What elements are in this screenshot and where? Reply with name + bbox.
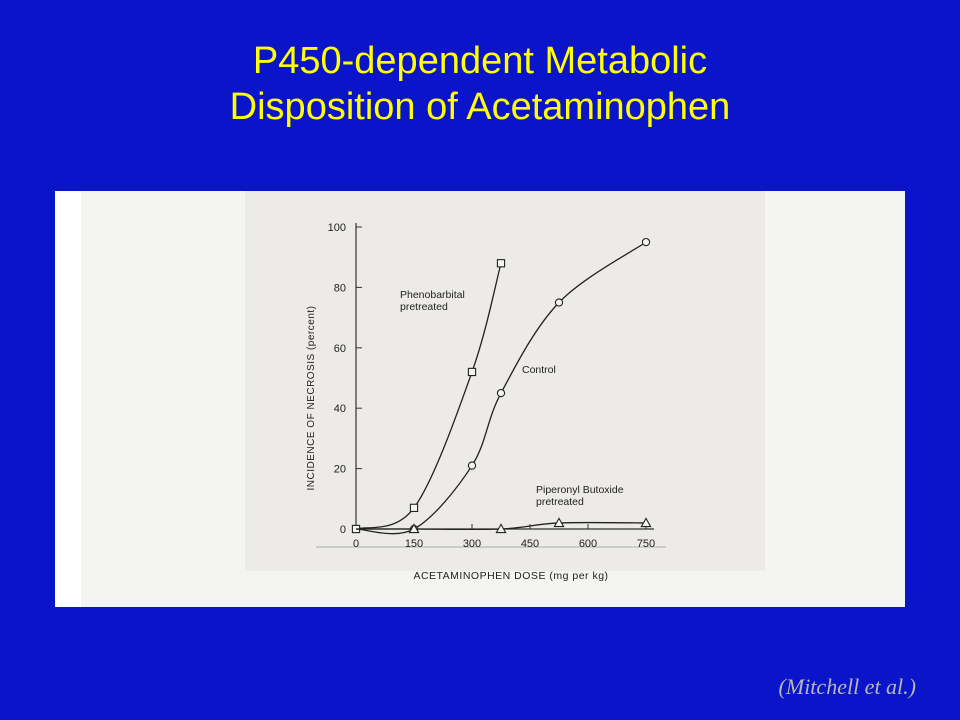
- x-tick-label: 300: [463, 538, 481, 550]
- series-label-line: pretreated: [536, 496, 584, 508]
- series-label-line: Phenobarbital: [400, 289, 465, 301]
- title-line-1: P450-dependent Metabolic: [252, 40, 708, 82]
- data-point-triangle: [408, 523, 420, 534]
- axes: 0 20 40 60 80 100 0 150 300 450 600 750: [316, 222, 666, 550]
- data-point-circle: [467, 461, 477, 470]
- series-layer: [351, 237, 652, 535]
- title-line-2: Disposition of Acetaminophen: [229, 86, 731, 128]
- x-tick-label: 600: [579, 538, 597, 550]
- series-label: Control: [522, 364, 556, 376]
- scan-shading: [245, 191, 765, 571]
- series-piperonyl-butoxide-pretreated: [355, 517, 652, 534]
- x-tick-label: 450: [521, 538, 539, 550]
- scan-edge: [55, 191, 81, 607]
- y-tick-label: 20: [334, 464, 346, 476]
- y-tick-label: 100: [328, 222, 346, 234]
- data-point-circle: [496, 388, 506, 398]
- series-label-line: Piperonyl Butoxide: [536, 484, 624, 496]
- data-point-triangle: [495, 523, 507, 534]
- data-point-triangle: [640, 517, 652, 528]
- x-tick-label: 0: [353, 538, 359, 550]
- label-layer: ACETAMINOPHEN DOSE (mg per kg) INCIDENCE …: [306, 289, 624, 582]
- series-label: Piperonyl Butoxide pretreated: [536, 484, 624, 508]
- y-tick-label: 60: [334, 343, 346, 355]
- series-label: Phenobarbital pretreated: [400, 289, 465, 313]
- x-tick-label: 750: [637, 538, 655, 550]
- series-label-line: pretreated: [400, 301, 448, 313]
- citation: (Mitchell et al.): [778, 674, 916, 699]
- y-axis-label: INCIDENCE OF NECROSIS (percent): [306, 306, 317, 491]
- data-point-square: [467, 367, 477, 377]
- series-label-line: Control: [522, 364, 556, 376]
- figure-panel: 0 20 40 60 80 100 0 150 300 450 600 750 ACETAMINOPH…: [55, 191, 905, 607]
- data-point-circle: [641, 237, 651, 247]
- data-point-triangle: [553, 517, 565, 528]
- x-axis-label: ACETAMINOPHEN DOSE (mg per kg): [413, 570, 608, 582]
- y-tick-label: 40: [334, 403, 346, 415]
- data-point-square: [496, 259, 506, 268]
- y-tick-label: 80: [334, 282, 346, 294]
- y-tick-label: 0: [340, 524, 346, 536]
- necrosis-chart: 0 20 40 60 80 100 0 150 300 450 600 750 ACETAMINOPH…: [306, 222, 666, 582]
- data-point-circle: [554, 298, 564, 307]
- slide-title: P450-dependent Metabolic Disposition of …: [0, 38, 960, 130]
- series-line: [355, 263, 502, 530]
- x-tick-label: 150: [405, 538, 423, 550]
- data-point-square: [409, 503, 419, 513]
